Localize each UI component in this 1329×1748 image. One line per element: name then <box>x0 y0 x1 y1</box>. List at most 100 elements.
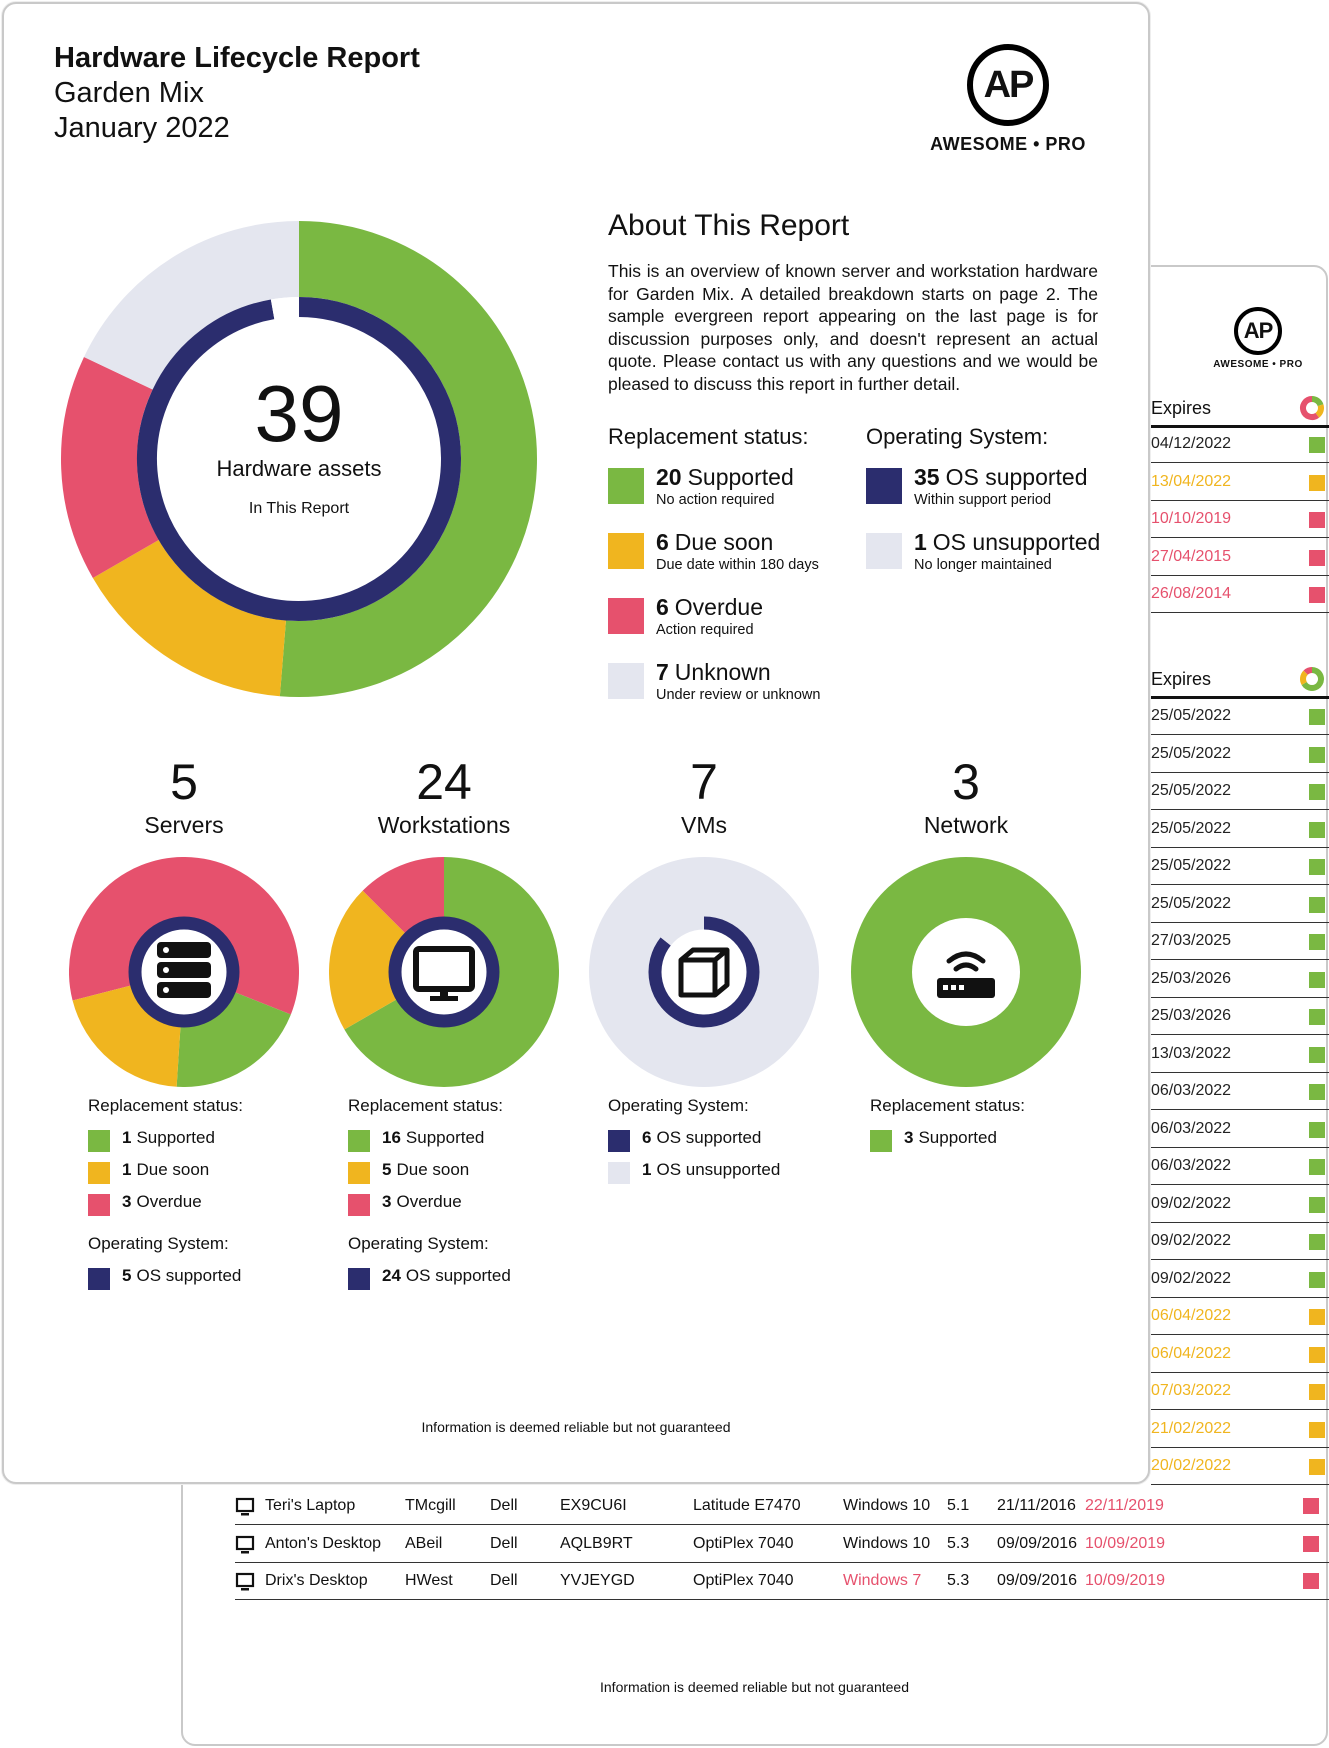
cell-os: Windows 7 <box>843 1572 922 1589</box>
expires-date: 27/03/2025 <box>1151 932 1232 949</box>
client-name: Garden Mix <box>54 77 204 109</box>
legend-swatch <box>608 533 644 569</box>
expires-row: 27/03/2025 <box>1151 922 1329 960</box>
category-section-heading: Replacement status: <box>348 1096 503 1115</box>
legend-label: 24 OS supported <box>382 1266 511 1286</box>
cell-purchased: 09/09/2016 <box>997 1534 1078 1552</box>
legend-text: Due soon <box>674 529 774 555</box>
legend-count: 3 <box>122 1192 132 1211</box>
legend-count: 6 <box>642 1128 652 1147</box>
status-square <box>1309 512 1325 528</box>
status-square <box>1303 1573 1319 1589</box>
expires-row: 06/03/2022 <box>1151 1147 1329 1185</box>
expires-row: 25/03/2026 <box>1151 997 1329 1035</box>
replacement-ring-segment-0 <box>279 221 537 697</box>
cell-make: Dell <box>490 1572 518 1589</box>
legend-label: 35 OS supported <box>914 464 1088 491</box>
mini-status-donut-icon <box>1300 396 1324 420</box>
total-assets-summary: 39 Hardware assets In This Report <box>54 374 544 518</box>
legend-text: OS supported <box>136 1266 242 1285</box>
status-square <box>1309 859 1325 875</box>
expires-date: 06/03/2022 <box>1151 1082 1232 1099</box>
expires-row: 26/08/2014 <box>1151 575 1329 613</box>
legend-count: 24 <box>382 1266 401 1285</box>
legend-count: 1 <box>122 1128 132 1147</box>
expires-date: 06/04/2022 <box>1151 1344 1232 1362</box>
legend-label: 6 Due soon <box>656 529 773 556</box>
router-icon <box>937 951 995 998</box>
page-footer: Information is deemed reliable but not g… <box>421 1419 731 1435</box>
logo-mark: AP <box>967 44 1049 126</box>
category-header: 24 Workstations <box>329 756 559 839</box>
expires-date: 07/03/2022 <box>1151 1382 1232 1399</box>
category-donut-chart <box>69 857 299 1087</box>
status-square <box>1309 1121 1325 1138</box>
legend-label: 3 Overdue <box>122 1192 202 1212</box>
status-square <box>1309 1196 1325 1213</box>
cell-purchased: 09/09/2016 <box>997 1572 1078 1589</box>
logo-wordmark: AWESOME • PRO <box>1213 359 1303 370</box>
cell-serial: EX9CU6I <box>560 1497 627 1514</box>
legend-description: Within support period <box>914 492 1052 508</box>
cell-ver: 5.3 <box>947 1534 970 1552</box>
legend-label: 5 Due soon <box>382 1160 469 1180</box>
cell-serial: YVJEYGD <box>560 1572 635 1589</box>
legend-label: 20 Supported <box>656 464 794 491</box>
os-ring-segment-1 <box>270 297 300 320</box>
status-square <box>1309 1459 1325 1475</box>
page-footer: Information is deemed reliable but not g… <box>600 1679 909 1695</box>
legend-description: No longer maintained <box>914 557 1052 573</box>
legend-swatch <box>348 1268 370 1290</box>
mini-ring-segment-2 <box>1303 667 1313 675</box>
cell-name: Anton's Desktop <box>265 1534 382 1552</box>
monitor-icon <box>235 1572 255 1591</box>
replacement-ring-segment-0 <box>589 857 819 1087</box>
replacement-ring-segment-2 <box>61 356 160 578</box>
device-table-row: Anton's Desktop ABeil Dell AQLB9RT OptiPlex … <box>235 1525 1329 1563</box>
expires-date: 10/10/2019 <box>1151 510 1232 527</box>
os-ring-segment-1 <box>660 916 705 946</box>
status-square <box>1309 784 1325 800</box>
status-square <box>1309 896 1325 913</box>
status-square <box>1309 1421 1325 1438</box>
expires-row: 25/05/2022 <box>1151 772 1329 810</box>
expires-date: 21/02/2022 <box>1151 1419 1232 1437</box>
cell-make: Dell <box>490 1534 518 1552</box>
expires-date: 09/02/2022 <box>1151 1232 1232 1249</box>
legend-description: Due date within 180 days <box>656 557 819 573</box>
legend-swatch <box>870 1130 892 1152</box>
legend-swatch <box>348 1162 370 1184</box>
status-square <box>1309 1271 1325 1288</box>
replacement-ring-segment-1 <box>92 539 287 697</box>
server-icon <box>157 942 211 998</box>
legend-swatch <box>88 1194 110 1216</box>
expires-row: 27/04/2015 <box>1151 538 1329 576</box>
os-ring-segment-0 <box>648 916 760 1028</box>
status-square <box>1309 1084 1325 1100</box>
replacement-ring-segment-2 <box>362 857 446 942</box>
expires-date: 13/03/2022 <box>1151 1044 1232 1062</box>
expires-date: 09/02/2022 <box>1151 1194 1232 1212</box>
legend-count: 35 <box>914 464 940 490</box>
expires-row: 10/10/2019 <box>1151 500 1329 538</box>
replacement-ring-segment-1 <box>329 890 414 1030</box>
cell-expires: 10/09/2019 <box>1085 1534 1166 1552</box>
expires-date: 25/05/2022 <box>1151 707 1232 724</box>
status-square <box>1309 474 1325 491</box>
device-table-row: Drix's Desktop HWest Dell YVJEYGD OptiPlex 7… <box>235 1562 1329 1600</box>
replacement-ring-segment-1 <box>176 987 291 1087</box>
legend-label: 3 Overdue <box>382 1192 462 1212</box>
expires-row: 13/04/2022 <box>1151 463 1329 501</box>
expires-row: 09/02/2022 <box>1151 1260 1329 1298</box>
report-page-1: Hardware Lifecycle Report Garden Mix Jan… <box>2 2 1150 1484</box>
donut-hub <box>390 918 498 1026</box>
cell-user: ABeil <box>405 1534 443 1552</box>
cell-user: HWest <box>405 1572 453 1589</box>
category-label: Workstations <box>377 812 511 838</box>
report-title-block: Hardware Lifecycle Report Garden Mix Jan… <box>54 42 420 145</box>
category-section-heading: Replacement status: <box>88 1096 243 1115</box>
category-section-heading: Replacement status: <box>870 1096 1025 1115</box>
legend-label: 1 Supported <box>122 1128 215 1148</box>
expires-date: 06/03/2022 <box>1151 1157 1232 1174</box>
os-ring-segment-0 <box>128 916 240 1028</box>
